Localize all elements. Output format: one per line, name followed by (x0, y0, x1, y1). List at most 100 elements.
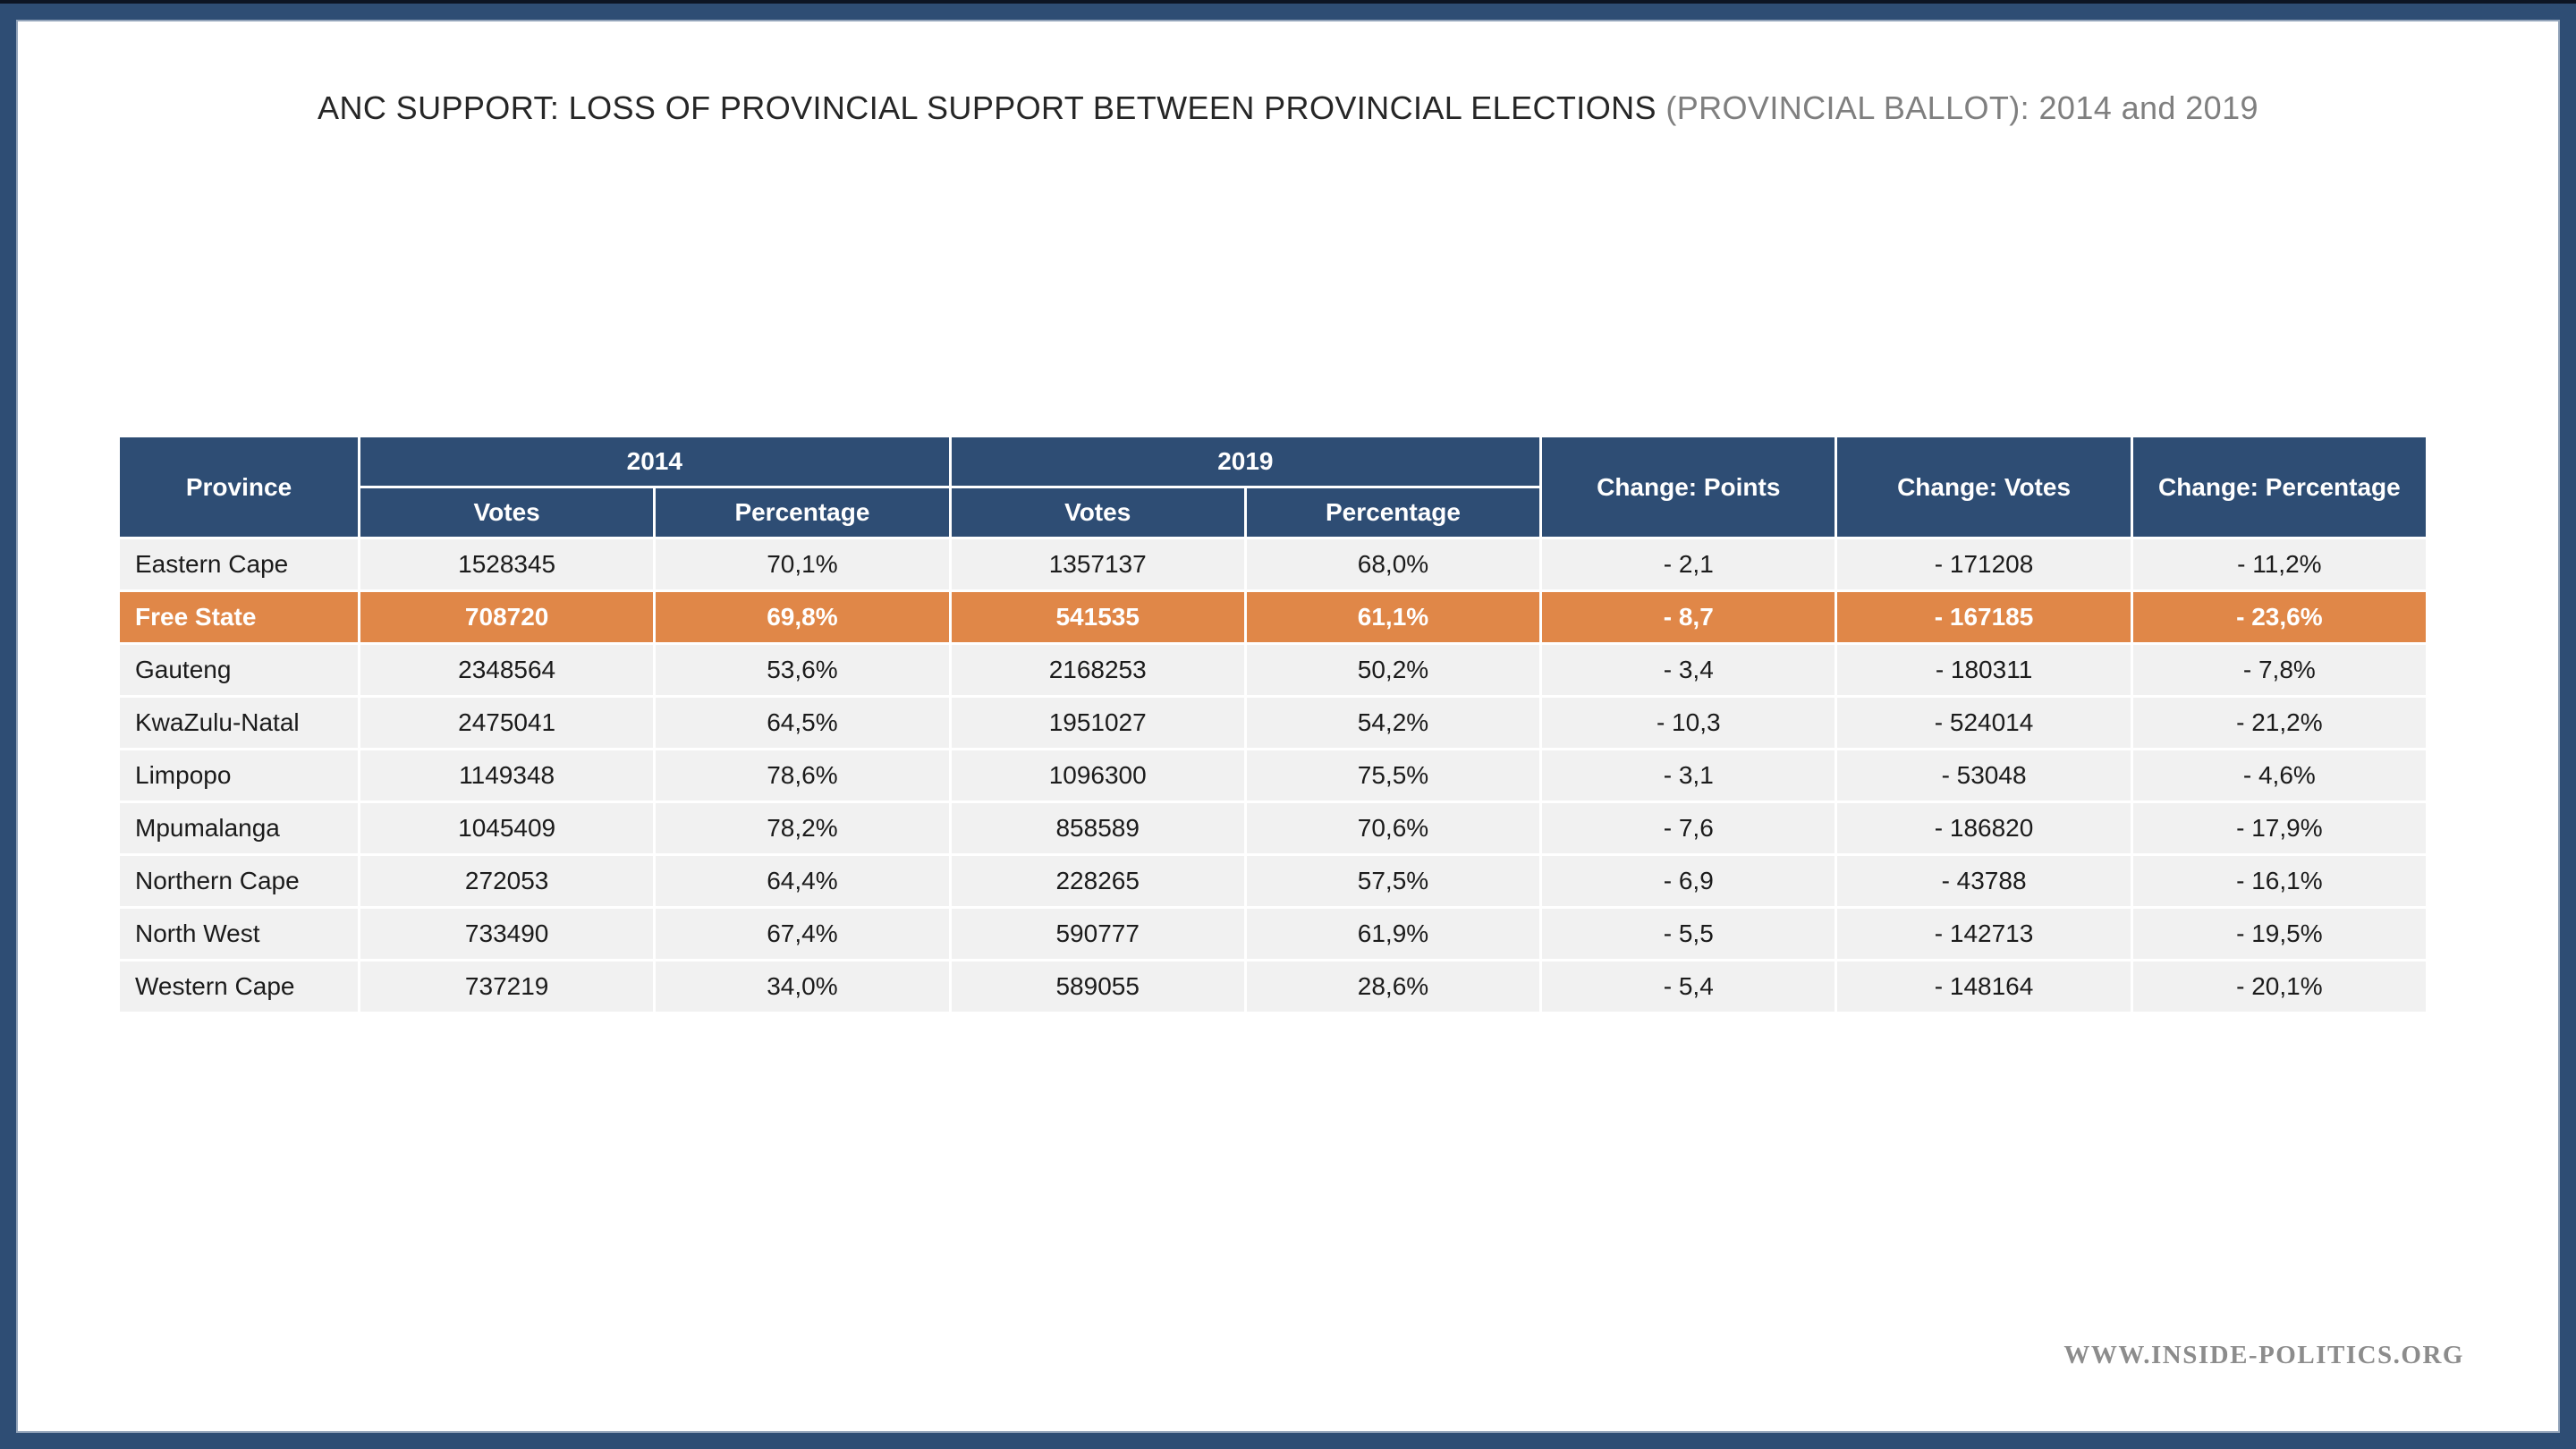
col-header-votes-2014: Votes (360, 488, 654, 537)
title-secondary: (PROVINCIAL BALLOT): 2014 and 2019 (1656, 89, 2258, 126)
cell-percentage-2014: 67,4% (656, 909, 949, 959)
col-header-change-percentage: Change: Percentage (2132, 437, 2426, 537)
cell-votes-2019: 541535 (951, 592, 1244, 642)
cell-votes-2019: 228265 (951, 856, 1244, 906)
cell-votes-2014: 1045409 (360, 803, 654, 853)
anc-support-table-container: Province 2014 2019 Change: Points Change… (117, 435, 2428, 1014)
cell-votes-2014: 272053 (360, 856, 654, 906)
cell-change-points: - 2,1 (1542, 539, 1835, 589)
cell-change-percentage: - 7,8% (2132, 645, 2426, 695)
cell-change-points: - 6,9 (1542, 856, 1835, 906)
cell-change-percentage: - 23,6% (2132, 592, 2426, 642)
table-row: Mpumalanga 1045409 78,2% 858589 70,6% - … (120, 803, 2426, 853)
cell-province: Northern Cape (120, 856, 358, 906)
table-header: Province 2014 2019 Change: Points Change… (120, 437, 2426, 537)
anc-support-table: Province 2014 2019 Change: Points Change… (117, 435, 2428, 1014)
cell-change-points: - 3,1 (1542, 750, 1835, 801)
table-row: Eastern Cape 1528345 70,1% 1357137 68,0%… (120, 539, 2426, 589)
cell-change-percentage: - 16,1% (2132, 856, 2426, 906)
cell-percentage-2019: 61,9% (1246, 909, 1540, 959)
col-header-percentage-2014: Percentage (656, 488, 949, 537)
cell-change-votes: - 186820 (1837, 803, 2131, 853)
cell-votes-2014: 2348564 (360, 645, 654, 695)
col-header-percentage-2019: Percentage (1246, 488, 1540, 537)
title-main: ANC SUPPORT: LOSS OF PROVINCIAL SUPPORT … (318, 89, 1657, 126)
cell-votes-2014: 733490 (360, 909, 654, 959)
cell-change-votes: - 167185 (1837, 592, 2131, 642)
page-title: ANC SUPPORT: LOSS OF PROVINCIAL SUPPORT … (0, 89, 2576, 128)
cell-votes-2019: 1951027 (951, 698, 1244, 748)
cell-percentage-2019: 61,1% (1246, 592, 1540, 642)
table-row-highlighted: Free State 708720 69,8% 541535 61,1% - 8… (120, 592, 2426, 642)
cell-change-percentage: - 21,2% (2132, 698, 2426, 748)
cell-percentage-2014: 70,1% (656, 539, 949, 589)
cell-votes-2014: 1528345 (360, 539, 654, 589)
cell-percentage-2019: 70,6% (1246, 803, 1540, 853)
cell-change-percentage: - 17,9% (2132, 803, 2426, 853)
top-border-line (0, 0, 2576, 4)
table-row: Western Cape 737219 34,0% 589055 28,6% -… (120, 962, 2426, 1012)
cell-percentage-2014: 78,2% (656, 803, 949, 853)
cell-percentage-2014: 69,8% (656, 592, 949, 642)
table-row: Northern Cape 272053 64,4% 228265 57,5% … (120, 856, 2426, 906)
cell-province: North West (120, 909, 358, 959)
cell-province: Eastern Cape (120, 539, 358, 589)
cell-percentage-2014: 53,6% (656, 645, 949, 695)
cell-change-points: - 5,4 (1542, 962, 1835, 1012)
cell-percentage-2014: 64,5% (656, 698, 949, 748)
cell-percentage-2019: 28,6% (1246, 962, 1540, 1012)
cell-change-votes: - 142713 (1837, 909, 2131, 959)
cell-change-votes: - 171208 (1837, 539, 2131, 589)
cell-province: Free State (120, 592, 358, 642)
col-group-2019: 2019 (951, 437, 1540, 486)
cell-votes-2014: 2475041 (360, 698, 654, 748)
col-group-2014: 2014 (360, 437, 949, 486)
cell-change-votes: - 53048 (1837, 750, 2131, 801)
table-row: KwaZulu-Natal 2475041 64,5% 1951027 54,2… (120, 698, 2426, 748)
cell-change-percentage: - 11,2% (2132, 539, 2426, 589)
cell-votes-2014: 1149348 (360, 750, 654, 801)
cell-change-votes: - 524014 (1837, 698, 2131, 748)
cell-change-points: - 7,6 (1542, 803, 1835, 853)
cell-votes-2019: 2168253 (951, 645, 1244, 695)
cell-votes-2019: 858589 (951, 803, 1244, 853)
cell-percentage-2019: 50,2% (1246, 645, 1540, 695)
cell-votes-2019: 589055 (951, 962, 1244, 1012)
cell-province: Gauteng (120, 645, 358, 695)
table-row: Limpopo 1149348 78,6% 1096300 75,5% - 3,… (120, 750, 2426, 801)
table-header-row-sub: Votes Percentage Votes Percentage (120, 488, 2426, 537)
col-header-province: Province (120, 437, 358, 537)
table-body: Eastern Cape 1528345 70,1% 1357137 68,0%… (120, 539, 2426, 1012)
cell-votes-2019: 590777 (951, 909, 1244, 959)
cell-change-points: - 8,7 (1542, 592, 1835, 642)
cell-percentage-2019: 75,5% (1246, 750, 1540, 801)
cell-votes-2014: 737219 (360, 962, 654, 1012)
cell-percentage-2014: 78,6% (656, 750, 949, 801)
col-header-votes-2019: Votes (951, 488, 1244, 537)
cell-change-votes: - 148164 (1837, 962, 2131, 1012)
table-row: Gauteng 2348564 53,6% 2168253 50,2% - 3,… (120, 645, 2426, 695)
cell-change-votes: - 180311 (1837, 645, 2131, 695)
cell-change-points: - 10,3 (1542, 698, 1835, 748)
cell-province: Limpopo (120, 750, 358, 801)
table-header-row-groups: Province 2014 2019 Change: Points Change… (120, 437, 2426, 537)
cell-change-percentage: - 4,6% (2132, 750, 2426, 801)
cell-change-percentage: - 20,1% (2132, 962, 2426, 1012)
watermark: WWW.INSIDE-POLITICS.ORG (2063, 1341, 2464, 1369)
cell-change-votes: - 43788 (1837, 856, 2131, 906)
cell-percentage-2019: 68,0% (1246, 539, 1540, 589)
cell-province: Mpumalanga (120, 803, 358, 853)
cell-percentage-2014: 34,0% (656, 962, 949, 1012)
col-header-change-points: Change: Points (1542, 437, 1835, 537)
cell-province: Western Cape (120, 962, 358, 1012)
col-header-change-votes: Change: Votes (1837, 437, 2131, 537)
cell-percentage-2019: 57,5% (1246, 856, 1540, 906)
cell-votes-2014: 708720 (360, 592, 654, 642)
cell-percentage-2014: 64,4% (656, 856, 949, 906)
table-row: North West 733490 67,4% 590777 61,9% - 5… (120, 909, 2426, 959)
cell-province: KwaZulu-Natal (120, 698, 358, 748)
cell-percentage-2019: 54,2% (1246, 698, 1540, 748)
cell-votes-2019: 1096300 (951, 750, 1244, 801)
cell-change-points: - 3,4 (1542, 645, 1835, 695)
cell-votes-2019: 1357137 (951, 539, 1244, 589)
